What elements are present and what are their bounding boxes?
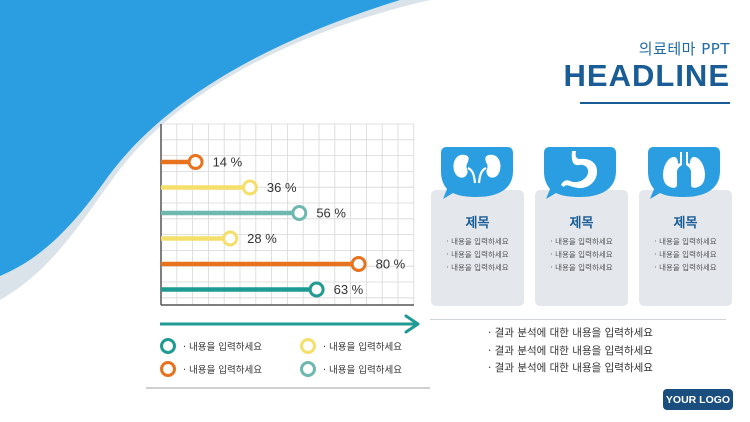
bar-end-marker — [350, 256, 367, 272]
card-title: 제목 — [465, 216, 490, 231]
analysis-bullets: · 결과 분석에 대한 내용을 입력하세요 · 결과 분석에 대한 내용을 입력… — [488, 325, 653, 378]
info-card: 제목 · 내용을 입력하세요 · 내용을 입력하세요 · 내용을 입력하세요 — [535, 190, 628, 306]
legend-label: · 내용을 입력하세요 — [183, 365, 262, 376]
bar-end-marker — [222, 230, 239, 247]
bar-value-label: 28 % — [247, 231, 277, 246]
card-title: 제목 — [673, 216, 698, 231]
card-line: · 내용을 입력하세요 — [446, 250, 509, 259]
card-line: · 내용을 입력하세요 — [654, 263, 717, 272]
bar-value-label: 63 % — [334, 282, 364, 297]
legend-item: · 내용을 입력하세요 — [160, 361, 262, 377]
info-card: 제목 · 내용을 입력하세요 · 내용을 입력하세요 · 내용을 입력하세요 — [639, 190, 732, 306]
card-text: · 내용을 입력하세요 · 내용을 입력하세요 · 내용을 입력하세요 — [535, 235, 628, 274]
lungs-icon — [648, 147, 720, 199]
chart-bars: 14 % 36 % 56 % 28 % 80 % 63 % — [161, 154, 406, 298]
bullet-line: · 결과 분석에 대한 내용을 입력하세요 — [488, 362, 653, 374]
card-line: · 내용을 입력하세요 — [654, 250, 717, 259]
legend-dot — [300, 338, 316, 354]
chart-arrow — [160, 314, 420, 334]
bar-value-label: 80 % — [376, 257, 406, 272]
legend-item: · 내용을 입력하세요 — [160, 338, 262, 354]
legend-dot — [160, 361, 176, 377]
bar-end-marker — [241, 179, 258, 196]
legend-item: · 내용을 입력하세요 — [300, 338, 402, 354]
legend-item: · 내용을 입력하세요 — [300, 361, 402, 377]
bar-value-label: 56 % — [316, 206, 346, 221]
card-line: · 내용을 입력하세요 — [550, 263, 613, 272]
bar-end-marker — [187, 154, 204, 170]
section-divider — [430, 319, 726, 320]
bullet-line: · 결과 분석에 대한 내용을 입력하세요 — [488, 344, 653, 357]
stomach-icon — [544, 147, 616, 199]
card-title: 제목 — [569, 216, 594, 231]
legend-label: · 내용을 입력하세요 — [183, 342, 262, 353]
card-text: · 내용을 입력하세요 · 내용을 입력하세요 · 내용을 입력하세요 — [639, 235, 732, 274]
legend-dot — [160, 338, 176, 354]
bar-end-marker — [308, 281, 325, 298]
card-line: · 내용을 입력하세요 — [654, 237, 717, 246]
card-line: · 내용을 입력하세요 — [550, 250, 613, 259]
card-line: · 내용을 입력하세요 — [446, 237, 509, 246]
card-line: · 내용을 입력하세요 — [550, 237, 613, 246]
title-underline — [580, 102, 730, 104]
kidney-icon — [441, 147, 513, 199]
bar-value-label: 14 % — [213, 155, 243, 170]
bar-end-marker — [291, 205, 308, 221]
legend-divider — [146, 387, 430, 389]
logo-badge: YOUR LOGO — [663, 389, 733, 410]
card-line: · 내용을 입력하세요 — [446, 263, 509, 272]
legend-label: · 내용을 입력하세요 — [323, 342, 402, 353]
card-text: · 내용을 입력하세요 · 내용을 입력하세요 · 내용을 입력하세요 — [431, 235, 524, 274]
legend-dot — [300, 361, 316, 377]
bar-value-label: 36 % — [267, 180, 297, 195]
bullet-line: · 결과 분석에 대한 내용을 입력하세요 — [488, 327, 653, 339]
info-card: 제목 · 내용을 입력하세요 · 내용을 입력하세요 · 내용을 입력하세요 — [431, 190, 524, 306]
slide-subtitle: 의료테마 PPT — [638, 40, 730, 58]
slide-title: HEADLINE — [563, 58, 730, 93]
chart-legend: · 내용을 입력하세요 · 내용을 입력하세요 · 내용을 입력하세요 · 내용… — [160, 336, 430, 384]
legend-label: · 내용을 입력하세요 — [323, 365, 402, 376]
